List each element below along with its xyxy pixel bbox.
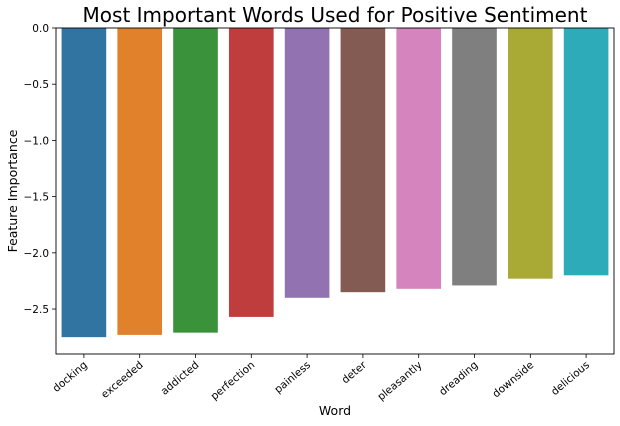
x-tick-label: delicious: [549, 359, 592, 398]
x-axis: docking exceeded addicted perfection painles…: [51, 354, 592, 403]
bar-perfection: [228, 28, 274, 317]
x-tick-label: deter: [340, 359, 370, 387]
bar-addicted: [173, 28, 218, 333]
bars-group: [61, 28, 609, 338]
bar-downside: [507, 28, 553, 279]
y-tick-label: 0.0: [32, 23, 49, 35]
bar-dreading: [452, 28, 497, 286]
y-axis: 0.0 −0.5 −1.0 −1.5 −2.0 −2.5: [24, 23, 56, 316]
y-tick-label: −1.0: [24, 135, 50, 147]
bar-docking: [61, 28, 107, 338]
x-tick-label: pleasantly: [375, 359, 424, 403]
x-tick-label: perfection: [209, 359, 258, 403]
x-tick-label: painless: [272, 359, 313, 396]
y-tick-label: −2.5: [24, 304, 50, 316]
x-tick-label: dreading: [437, 359, 480, 398]
x-tick-label: addicted: [159, 359, 202, 398]
bar-exceeded: [117, 28, 163, 335]
x-tick-label: downside: [490, 359, 536, 400]
y-axis-label: Feature Importance: [5, 129, 20, 252]
x-axis-label: Word: [319, 403, 351, 418]
y-tick-label: −2.0: [24, 248, 50, 260]
bar-pleasantly: [396, 28, 442, 289]
bar-deter: [340, 28, 386, 293]
x-tick-label: exceeded: [99, 359, 146, 401]
chart-title: Most Important Words Used for Positive S…: [83, 3, 588, 27]
y-tick-label: −1.5: [24, 192, 50, 204]
bar-painless: [284, 28, 330, 298]
y-tick-label: −0.5: [24, 79, 50, 91]
plot-frame: [55, 27, 615, 355]
x-tick-label: docking: [51, 359, 90, 395]
bar-delicious: [563, 28, 609, 276]
